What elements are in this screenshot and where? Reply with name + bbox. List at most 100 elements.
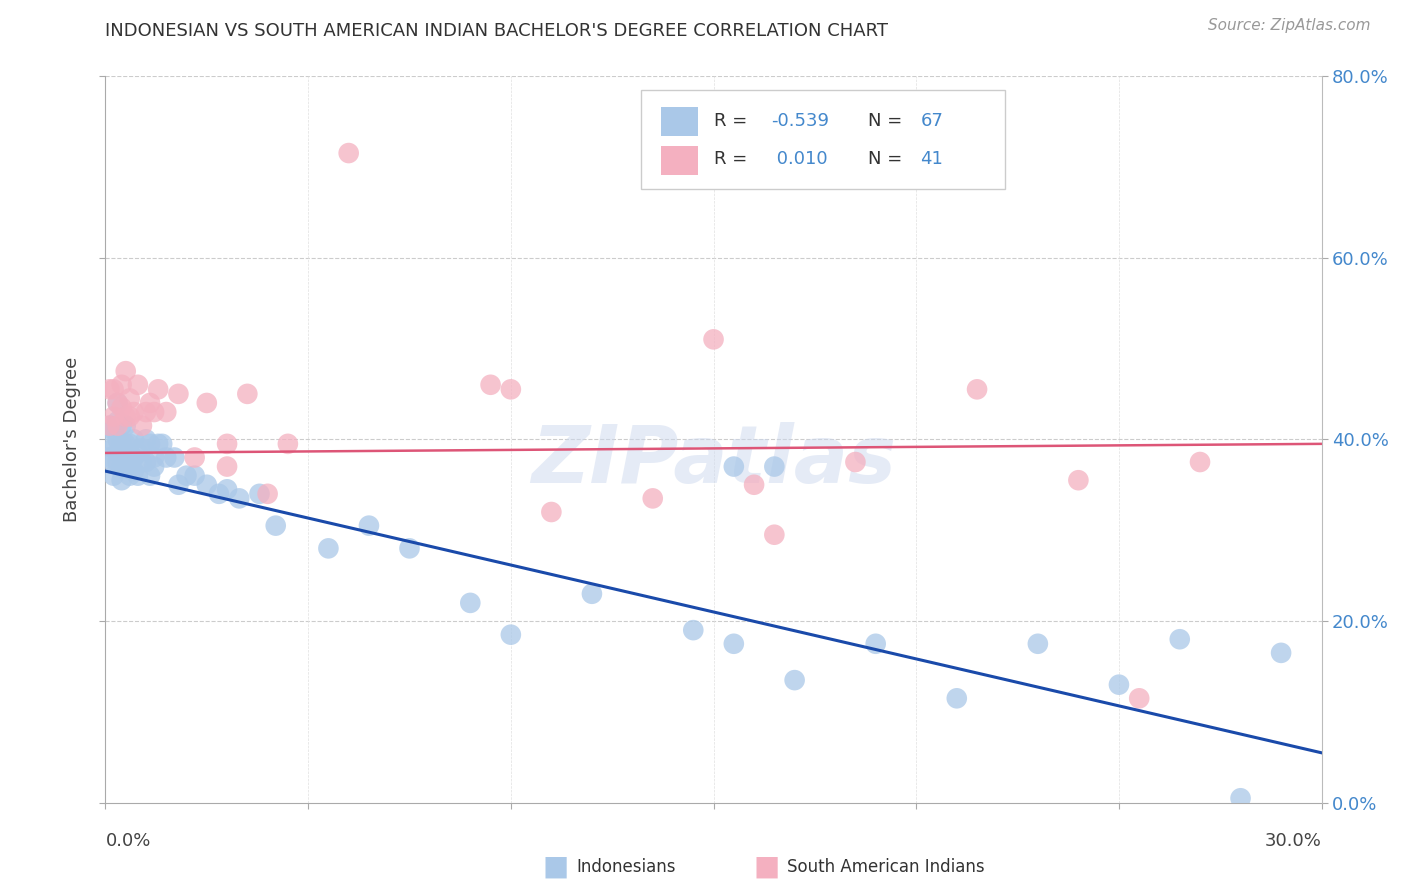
Point (208, 487, 231, 501)
Point (103, 468, 125, 483)
Point (249, 487, 271, 501)
Point (114, 450, 136, 465)
Point (143, 405, 166, 419)
Point (107, 446, 129, 460)
Point (763, 527, 786, 541)
Text: 0.010: 0.010 (770, 151, 827, 169)
Point (865, 637, 887, 651)
Point (702, 332, 725, 346)
Point (1026, 637, 1049, 651)
Point (499, 628, 522, 642)
Point (167, 387, 190, 401)
Point (318, 541, 340, 556)
Point (122, 450, 145, 465)
Point (107, 396, 129, 410)
Point (155, 405, 177, 419)
Point (111, 459, 134, 474)
Point (139, 437, 162, 451)
Point (499, 382, 522, 396)
Point (139, 468, 162, 483)
Point (146, 437, 169, 451)
Point (217, 483, 239, 497)
Point (742, 477, 765, 491)
Point (1128, 691, 1150, 706)
Point (264, 518, 287, 533)
Text: Indonesians: Indonesians (576, 858, 676, 876)
Point (337, 146, 360, 161)
Point (107, 396, 129, 410)
Point (1168, 632, 1191, 647)
Point (114, 459, 136, 474)
Point (135, 433, 157, 447)
Point (114, 437, 136, 451)
Point (176, 468, 198, 483)
Point (122, 464, 145, 478)
Point (1067, 473, 1090, 487)
Point (122, 405, 145, 419)
Point (163, 450, 186, 465)
Point (844, 455, 866, 469)
Point (540, 505, 562, 519)
Point (111, 377, 134, 392)
Point (98, 418, 121, 433)
Point (127, 446, 149, 460)
Point (114, 364, 136, 378)
Point (98, 437, 121, 451)
Point (1229, 791, 1251, 805)
FancyBboxPatch shape (641, 90, 1005, 188)
Text: 41: 41 (921, 151, 943, 169)
Point (167, 477, 190, 491)
Point (945, 691, 967, 706)
Point (107, 418, 129, 433)
Text: 0.0%: 0.0% (105, 832, 150, 850)
Point (107, 455, 129, 469)
Point (183, 450, 205, 465)
Point (256, 487, 278, 501)
Point (277, 437, 299, 451)
Point (183, 468, 205, 483)
Point (98, 450, 121, 465)
Point (135, 455, 157, 469)
Point (723, 637, 745, 651)
Text: Source: ZipAtlas.com: Source: ZipAtlas.com (1208, 18, 1371, 33)
Point (1270, 646, 1292, 660)
Point (236, 387, 259, 401)
Text: ZIPatlas: ZIPatlas (531, 422, 896, 500)
Point (131, 418, 153, 433)
Point (118, 437, 141, 451)
Point (723, 459, 745, 474)
Bar (661, 146, 697, 176)
Point (150, 437, 173, 451)
Point (763, 459, 786, 474)
Text: R =: R = (713, 151, 752, 169)
Point (641, 491, 664, 506)
Text: 30.0%: 30.0% (1265, 832, 1322, 850)
Point (682, 623, 704, 637)
Text: 67: 67 (921, 112, 943, 130)
Point (195, 396, 218, 410)
Text: R =: R = (713, 112, 752, 130)
Point (127, 468, 149, 483)
Point (98, 382, 121, 396)
Point (111, 473, 134, 487)
Point (143, 459, 166, 474)
Text: -0.539: -0.539 (770, 112, 828, 130)
Point (103, 409, 125, 424)
Point (146, 382, 169, 396)
Point (107, 433, 129, 447)
Point (458, 596, 481, 610)
Point (122, 433, 145, 447)
Text: South American Indians: South American Indians (787, 858, 986, 876)
Point (127, 377, 149, 392)
Point (195, 477, 218, 491)
Point (139, 396, 162, 410)
Point (143, 450, 166, 465)
Point (114, 409, 136, 424)
Text: ■: ■ (754, 853, 779, 881)
Point (118, 450, 141, 465)
Point (131, 442, 153, 456)
Point (103, 455, 125, 469)
Y-axis label: Bachelor's Degree: Bachelor's Degree (63, 357, 82, 522)
Point (398, 541, 420, 556)
Point (479, 377, 502, 392)
